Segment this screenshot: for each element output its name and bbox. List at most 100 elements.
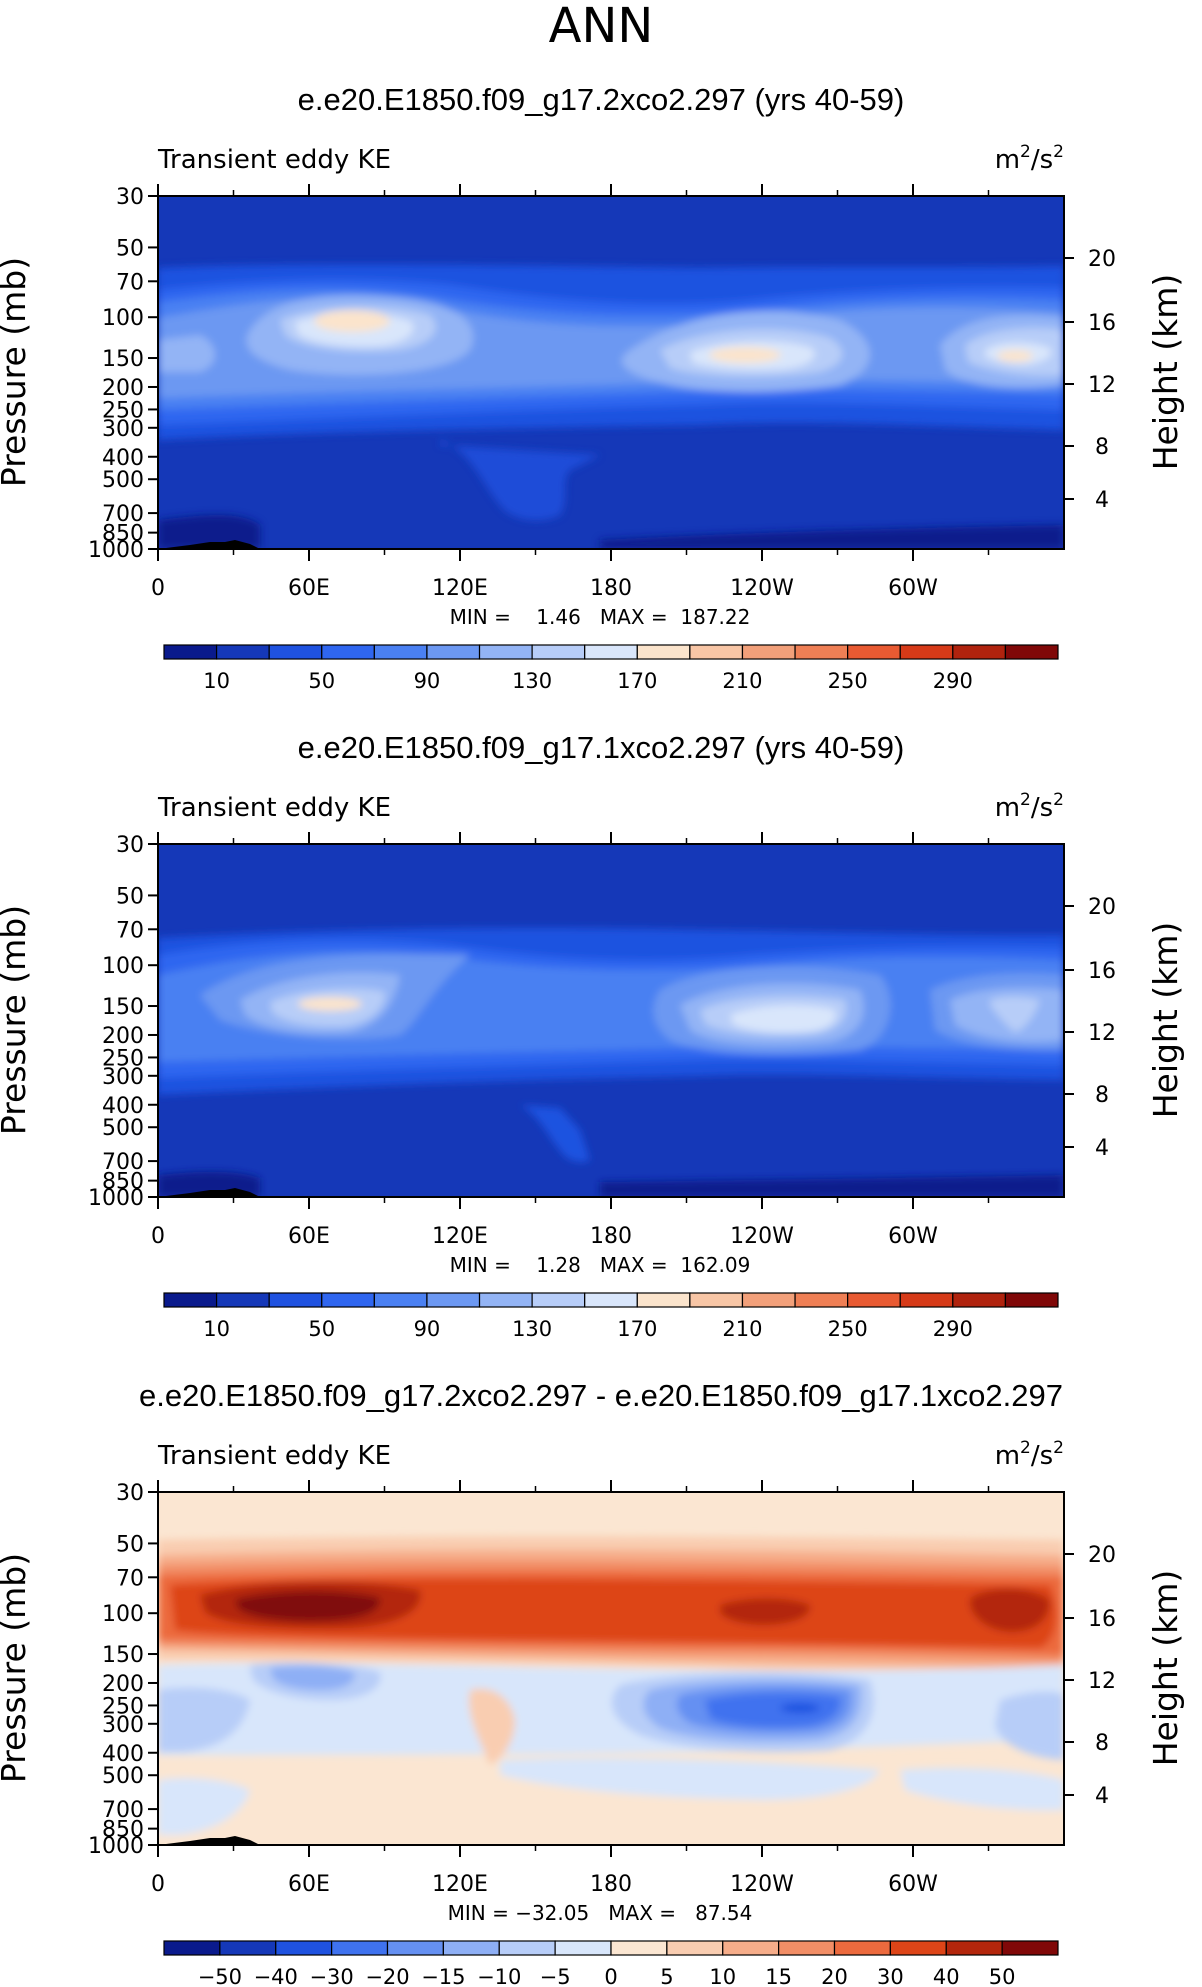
min-max-stats: MIN = 1.28 MAX = 162.09 <box>450 1253 751 1277</box>
colorbar-swatch <box>636 644 691 660</box>
contour-field <box>158 196 1064 549</box>
colorbar-label: 10 <box>709 1965 736 1987</box>
x-tick-label: 180 <box>590 1872 632 1897</box>
y2-tick-label: 20 <box>1088 247 1116 272</box>
axes <box>148 184 1074 561</box>
colorbar-swatch <box>889 1940 947 1956</box>
y-tick-label: 70 <box>116 1566 144 1591</box>
y2-tick-label: 4 <box>1095 1136 1109 1161</box>
colorbar-label: 210 <box>722 669 762 693</box>
y-axis-label: Pressure (mb) <box>0 257 33 487</box>
colorbar-swatch <box>219 1940 277 1956</box>
colorbar: 10 50 90 130 170 210 250 290 <box>163 644 1059 693</box>
units-label: m2/s2 <box>995 142 1064 175</box>
y-tick-label: 300 <box>102 1065 144 1090</box>
y-tick-label: 850 <box>102 1818 144 1843</box>
colorbar-swatch <box>321 1292 375 1308</box>
y2-tick-label: 20 <box>1088 1543 1116 1568</box>
left-string: Transient eddy KE <box>157 145 391 175</box>
left-string: Transient eddy KE <box>157 1441 391 1471</box>
panel-title: e.e20.E1850.f09_g17.2xco2.297 - e.e20.E1… <box>139 1378 1063 1413</box>
y2-tick-label: 16 <box>1088 311 1116 336</box>
y-tick-label: 250 <box>102 398 144 423</box>
y-tick-label: 250 <box>102 1694 144 1719</box>
y-tick-label: 700 <box>102 1150 144 1175</box>
colorbar-label: 210 <box>722 1317 762 1341</box>
y2-tick-label: 20 <box>1088 895 1116 920</box>
colorbar-label: −10 <box>477 1965 521 1987</box>
colorbar-label: 170 <box>617 669 657 693</box>
y2-tick-label: 16 <box>1088 959 1116 984</box>
colorbar-swatch <box>321 644 375 660</box>
colorbar-label: 15 <box>765 1965 792 1987</box>
y2-tick-labels: 20 16 12 8 4 <box>1088 1543 1116 1809</box>
colorbar-swatch <box>426 1292 481 1308</box>
y2-tick-label: 8 <box>1095 1731 1109 1756</box>
colorbar-label: 10 <box>203 1317 230 1341</box>
y-tick-label: 30 <box>116 1481 144 1506</box>
colorbar: −50 −40 −30 −20 −15 −10 −5 0 5 10 15 20 30 40 50 <box>163 1940 1059 1987</box>
x-tick-label: 60E <box>288 576 330 601</box>
y-axis-label: Pressure (mb) <box>0 905 33 1135</box>
y2-tick-label: 4 <box>1095 1784 1109 1809</box>
colorbar-swatch <box>268 1292 323 1308</box>
colorbar-swatch <box>1004 644 1059 660</box>
y-tick-label: 30 <box>116 185 144 210</box>
y2-axis-label: Height (km) <box>1146 274 1185 471</box>
colorbar-label: −20 <box>365 1965 409 1987</box>
panel-2xco2: e.e20.E1850.f09_g17.2xco2.297 (yrs 40-59… <box>0 82 1185 693</box>
y-tick-label: 850 <box>102 1170 144 1195</box>
colorbar-swatch <box>689 1292 744 1308</box>
colorbar-swatch <box>386 1940 444 1956</box>
colorbar-swatch <box>215 644 270 660</box>
y-tick-label: 400 <box>102 1094 144 1119</box>
contour-field <box>158 844 1064 1197</box>
y-tick-label: 1000 <box>88 1186 144 1211</box>
y-tick-label: 50 <box>116 884 144 909</box>
axes <box>148 1480 1074 1857</box>
colorbar-swatch <box>373 644 428 660</box>
colorbar-label: 50 <box>989 1965 1016 1987</box>
y-tick-label: 400 <box>102 446 144 471</box>
colorbar-swatch <box>636 1292 691 1308</box>
x-tick-label: 120W <box>730 1224 794 1249</box>
y2-tick-label: 4 <box>1095 488 1109 513</box>
colorbar-label: 250 <box>828 669 868 693</box>
colorbar-swatch <box>689 644 744 660</box>
y-tick-label: 150 <box>102 1643 144 1668</box>
y-tick-label: 500 <box>102 1116 144 1141</box>
x-tick-label: 120E <box>432 1224 488 1249</box>
min-max-stats: MIN = 1.46 MAX = 187.22 <box>450 605 751 629</box>
colorbar-swatch <box>163 1292 218 1308</box>
colorbar-label: 90 <box>414 669 441 693</box>
colorbar-swatch <box>275 1940 333 1956</box>
colorbar: 10 50 90 130 170 210 250 290 <box>163 1292 1059 1341</box>
colorbar-label: 170 <box>617 1317 657 1341</box>
colorbar-swatch <box>741 644 796 660</box>
colorbar-swatch <box>741 1292 796 1308</box>
colorbar-swatch <box>1004 1292 1059 1308</box>
colorbar-label: 50 <box>308 669 335 693</box>
colorbar-swatch <box>610 1940 668 1956</box>
colorbar-label: 90 <box>414 1317 441 1341</box>
colorbar-swatch <box>584 644 638 660</box>
colorbar-label: 0 <box>604 1965 617 1987</box>
left-string: Transient eddy KE <box>157 793 391 823</box>
x-tick-label: 120E <box>432 1872 488 1897</box>
y-tick-label: 400 <box>102 1742 144 1767</box>
colorbar-swatch <box>945 1940 1003 1956</box>
colorbar-swatch <box>899 1292 954 1308</box>
y-tick-label: 150 <box>102 995 144 1020</box>
y-tick-label: 50 <box>116 1532 144 1557</box>
colorbar-swatch <box>215 1292 270 1308</box>
y2-tick-labels: 20 16 12 8 4 <box>1088 247 1116 513</box>
units-label: m2/s2 <box>995 790 1064 823</box>
colorbar-label: 250 <box>828 1317 868 1341</box>
colorbar-swatch <box>847 1292 901 1308</box>
y-tick-label: 100 <box>102 1602 144 1627</box>
x-tick-label: 0 <box>151 1872 165 1897</box>
y-tick-label: 100 <box>102 306 144 331</box>
colorbar-label: −5 <box>540 1965 571 1987</box>
